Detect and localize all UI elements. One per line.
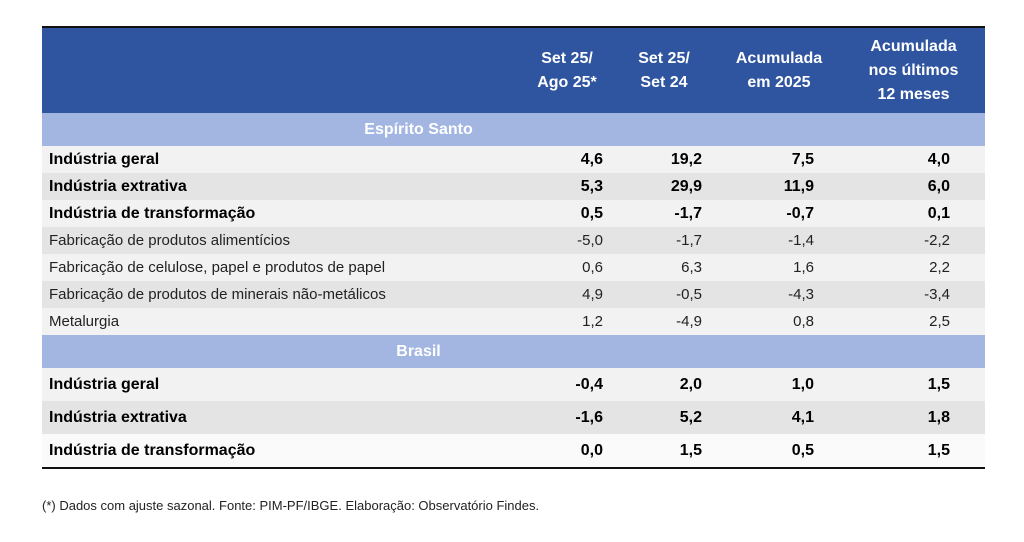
table-row: Fabricação de produtos alimentícios -5,0-… [42, 227, 985, 254]
row-value: 1,5 [842, 434, 985, 468]
table-row: Indústria extrativa 5,3 29,9 11,9 6,0 [42, 173, 985, 200]
row-value: 1,2 [522, 308, 612, 335]
table-row: Fabricação de celulose, papel e produtos… [42, 254, 985, 281]
section-header-row: Brasil [42, 335, 985, 368]
row-label: Indústria de transformação [42, 200, 522, 227]
header-col-4: Acumulada nos últimos 12 meses [842, 27, 985, 113]
row-label: Indústria geral [42, 146, 522, 173]
industry-production-table: Set 25/Ago 25* Set 25/Set 24 Acumulada em… [42, 26, 985, 469]
row-value: 1,6 [716, 254, 842, 281]
row-value: 1,8 [842, 401, 985, 434]
row-value: 5,2 [612, 401, 716, 434]
header-col-2: Set 25/Set 24 [612, 27, 716, 113]
row-value: 4,9 [522, 281, 612, 308]
row-value: -4,9 [612, 308, 716, 335]
header-col-3: Acumulada em 2025 [716, 27, 842, 113]
row-label: Metalurgia [42, 308, 522, 335]
row-value: 0,1 [842, 200, 985, 227]
row-label: Fabricação de celulose, papel e produtos… [42, 254, 522, 281]
row-value: 7,5 [716, 146, 842, 173]
row-value: 0,0 [522, 434, 612, 468]
table-row: Indústria de transformação 0,5 -1,7 -0,7 0,1 [42, 200, 985, 227]
table-row: Fabricação de produtos de minerais não-m… [42, 281, 985, 308]
row-value: 4,6 [522, 146, 612, 173]
row-label: Fabricação de produtos de minerais não-m… [42, 281, 522, 308]
row-value: -0,5 [612, 281, 716, 308]
row-value: 29,9 [612, 173, 716, 200]
row-value: -1,6 [522, 401, 612, 434]
row-value: 1,5 [842, 368, 985, 401]
header-row: Set 25/Ago 25* Set 25/Set 24 Acumulada em… [42, 27, 985, 113]
row-label: Indústria extrativa [42, 173, 522, 200]
row-value: 11,9 [716, 173, 842, 200]
footnote: (*) Dados com ajuste sazonal. Fonte: PIM… [42, 498, 540, 513]
row-value: 6,3 [612, 254, 716, 281]
row-value: -3,4 [842, 281, 985, 308]
row-value: 2,0 [612, 368, 716, 401]
header-label [42, 27, 522, 113]
row-value: 1,5 [612, 434, 716, 468]
table-row: Indústria de transformação 0,0 1,5 0,5 1,5 [42, 434, 985, 468]
table-row: Indústria geral 4,6 19,2 7,5 4,0 [42, 146, 985, 173]
row-value: 6,0 [842, 173, 985, 200]
row-value: -1,4 [716, 227, 842, 254]
row-label: Indústria extrativa [42, 401, 522, 434]
row-label: Indústria de transformação [42, 434, 522, 468]
row-value: 19,2 [612, 146, 716, 173]
row-value: 2,2 [842, 254, 985, 281]
row-label: Indústria geral [42, 368, 522, 401]
row-value: -4,3 [716, 281, 842, 308]
row-value: -5,0 [522, 227, 612, 254]
section-title: Brasil [42, 335, 985, 368]
section-header-row: Espírito Santo [42, 113, 985, 146]
row-label: Fabricação de produtos alimentícios [42, 227, 522, 254]
row-value: 0,5 [522, 200, 612, 227]
section-title: Espírito Santo [42, 113, 985, 146]
row-value: -2,2 [842, 227, 985, 254]
row-value: -1,7 [612, 227, 716, 254]
row-value: 1,0 [716, 368, 842, 401]
row-value: 4,1 [716, 401, 842, 434]
table-row: Indústria geral -0,4 2,0 1,0 1,5 [42, 368, 985, 401]
row-value: 0,8 [716, 308, 842, 335]
row-value: 0,5 [716, 434, 842, 468]
table-row: Indústria extrativa -1,6 5,2 4,1 1,8 [42, 401, 985, 434]
row-value: 0,6 [522, 254, 612, 281]
row-value: 5,3 [522, 173, 612, 200]
row-value: -1,7 [612, 200, 716, 227]
row-value: 2,5 [842, 308, 985, 335]
header-col-1: Set 25/Ago 25* [522, 27, 612, 113]
row-value: -0,4 [522, 368, 612, 401]
table-row: Metalurgia 1,2 -4,9 0,8 2,5 [42, 308, 985, 335]
row-value: -0,7 [716, 200, 842, 227]
row-value: 4,0 [842, 146, 985, 173]
